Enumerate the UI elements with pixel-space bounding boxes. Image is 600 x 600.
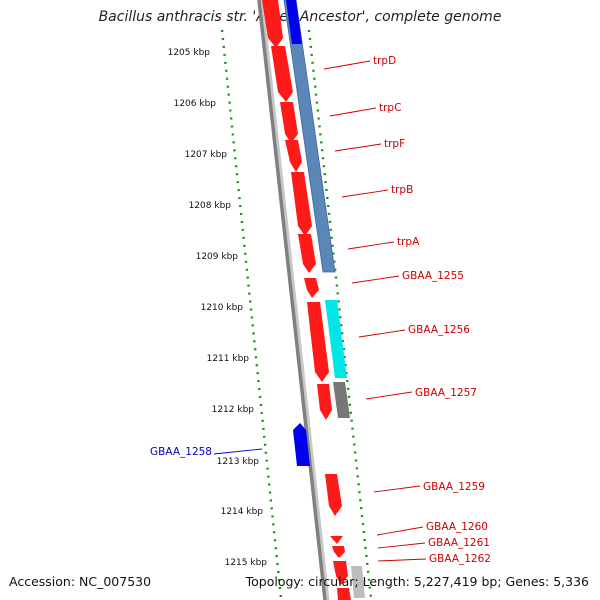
cds-arrow: [317, 384, 332, 420]
leader-line: [377, 542, 426, 549]
leader-line: [365, 391, 413, 400]
gene-label-trpD[interactable]: trpD: [373, 55, 396, 67]
cds-arrow: [325, 474, 342, 516]
gene-label-trpC[interactable]: trpC: [379, 102, 401, 114]
backbone: [257, 0, 327, 600]
gene-label-gbaa-1259[interactable]: GBAA_1259: [423, 481, 485, 493]
gene-label-gbaa-1262[interactable]: GBAA_1262: [429, 553, 491, 565]
gene-label-gbaa-1255[interactable]: GBAA_1255: [402, 270, 464, 282]
gene-label-trpB[interactable]: trpB: [391, 184, 413, 196]
forward-cds-arrows: [262, 0, 351, 600]
cds-arrow: [307, 302, 329, 382]
kbp-label: 1209 kbp: [196, 252, 239, 262]
leader-line: [329, 107, 377, 117]
gene-label-gbaa-1261[interactable]: GBAA_1261: [428, 537, 490, 549]
label-leaders: [213, 60, 427, 562]
bottom-gray-feature: [351, 566, 365, 598]
gene-label-gbaa-1257[interactable]: GBAA_1257: [415, 387, 477, 399]
kbp-label: 1210 kbp: [201, 303, 244, 313]
gene-label-trpA[interactable]: trpA: [397, 236, 420, 248]
trp-operon-feature: [283, 0, 336, 273]
leader-line: [334, 143, 382, 152]
cds-arrow: [285, 140, 302, 172]
leader-line: [358, 329, 406, 338]
cds-arrow: [280, 102, 298, 143]
cds-arrow-reverse: [293, 423, 310, 466]
kbp-label: 1213 kbp: [217, 457, 260, 467]
gbaa-1257-gray-feature: [333, 382, 350, 418]
top-blue-feature: [286, 0, 302, 44]
kbp-label: 1205 kbp: [168, 48, 211, 58]
cds-arrow: [262, 0, 283, 48]
cds-arrow: [337, 588, 351, 600]
leader-line: [213, 448, 263, 455]
leader-line: [373, 485, 421, 493]
leader-line: [377, 558, 427, 562]
kbp-label: 1206 kbp: [174, 99, 217, 109]
cds-arrow: [291, 172, 312, 236]
genome-title: Bacillus anthracis str. 'Ames Ancestor',…: [98, 9, 502, 25]
gene-labels: trpD trpC trpF trpB trpA GBAA_1255 GBAA_…: [150, 55, 491, 565]
backbone-shadow: [258, 0, 330, 600]
leader-line: [341, 189, 389, 198]
topology-text: Topology: circular; Length: 5,227,419 bp…: [245, 574, 589, 589]
kbp-label: 1212 kbp: [212, 405, 255, 415]
gene-label-gbaa-1258[interactable]: GBAA_1258: [150, 446, 212, 458]
kbp-label: 1215 kbp: [225, 558, 268, 568]
cds-arrow: [304, 278, 319, 298]
leader-line: [347, 241, 395, 250]
gene-label-gbaa-1260[interactable]: GBAA_1260: [426, 521, 488, 533]
kbp-label: 1207 kbp: [185, 150, 228, 160]
gbaa-1256-cyan-feature: [325, 300, 347, 378]
cds-arrow: [333, 561, 348, 585]
gene-label-gbaa-1256[interactable]: GBAA_1256: [408, 324, 470, 336]
leader-line: [323, 60, 371, 70]
kbp-scale: 1205 kbp 1206 kbp 1207 kbp 1208 kbp 1209…: [168, 48, 268, 568]
cds-arrow: [330, 536, 343, 544]
leader-line: [376, 526, 424, 536]
cds-arrow: [332, 546, 345, 558]
leader-line: [351, 275, 400, 284]
kbp-label: 1214 kbp: [221, 507, 264, 517]
kbp-label: 1211 kbp: [207, 354, 250, 364]
accession-text: Accession: NC_007530: [9, 574, 152, 589]
kbp-label: 1208 kbp: [189, 201, 232, 211]
gene-label-trpF[interactable]: trpF: [384, 138, 405, 150]
cds-arrow: [298, 234, 316, 273]
cds-arrow: [271, 46, 293, 102]
